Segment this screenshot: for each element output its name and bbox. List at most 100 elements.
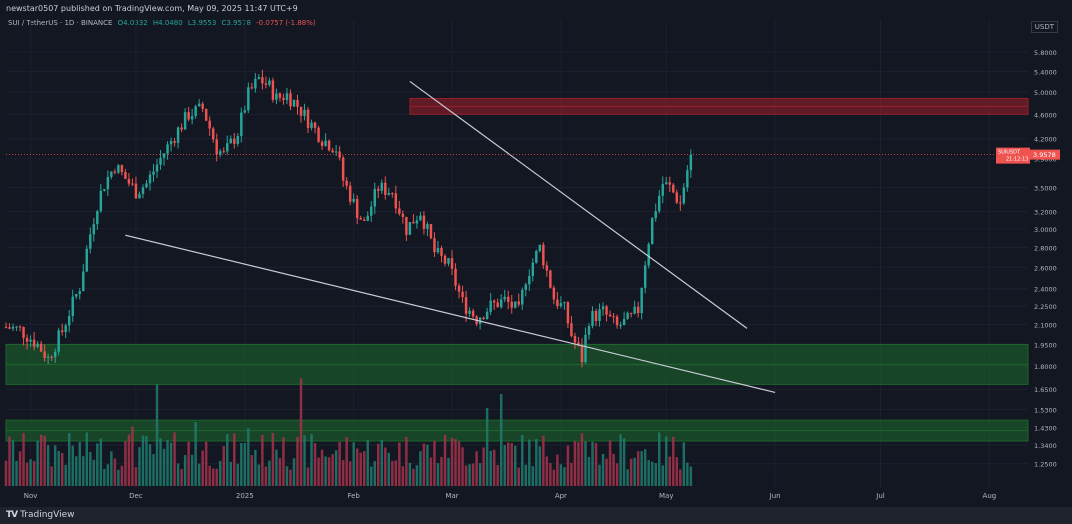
candle-body[interactable] bbox=[503, 296, 506, 300]
candle-body[interactable] bbox=[377, 188, 380, 191]
candle-body[interactable] bbox=[29, 339, 32, 342]
candle-body[interactable] bbox=[629, 312, 633, 314]
candle-body[interactable] bbox=[654, 211, 657, 219]
candle-body[interactable] bbox=[514, 301, 517, 308]
candle-body[interactable] bbox=[180, 127, 183, 130]
candle-body[interactable] bbox=[366, 215, 369, 221]
candle-body[interactable] bbox=[464, 297, 468, 314]
candle-body[interactable] bbox=[682, 187, 686, 204]
candle-body[interactable] bbox=[219, 151, 222, 155]
candle-body[interactable] bbox=[46, 356, 50, 358]
candle-body[interactable] bbox=[289, 93, 292, 107]
candle-body[interactable] bbox=[261, 77, 264, 84]
candle-body[interactable] bbox=[408, 222, 412, 235]
candle-body[interactable] bbox=[450, 258, 454, 269]
candle-body[interactable] bbox=[675, 192, 679, 203]
candle-body[interactable] bbox=[310, 122, 313, 129]
candle-body[interactable] bbox=[96, 211, 99, 225]
candle-body[interactable] bbox=[243, 110, 247, 113]
candle-body[interactable] bbox=[334, 151, 338, 153]
candle-body[interactable] bbox=[60, 330, 64, 332]
candle-body[interactable] bbox=[236, 136, 240, 144]
candle-body[interactable] bbox=[348, 185, 352, 202]
candle-body[interactable] bbox=[570, 323, 573, 337]
candle-body[interactable] bbox=[650, 218, 654, 245]
candle-body[interactable] bbox=[131, 183, 134, 185]
candle-body[interactable] bbox=[148, 174, 152, 184]
candle-body[interactable] bbox=[426, 224, 429, 229]
candle-body[interactable] bbox=[489, 300, 492, 312]
candle-body[interactable] bbox=[89, 234, 92, 249]
candle-body[interactable] bbox=[622, 318, 626, 326]
candle-body[interactable] bbox=[71, 296, 74, 317]
candle-body[interactable] bbox=[552, 287, 556, 300]
candle-body[interactable] bbox=[306, 109, 310, 129]
candle-body[interactable] bbox=[11, 326, 15, 329]
candle-body[interactable] bbox=[240, 112, 243, 137]
candle-body[interactable] bbox=[496, 302, 499, 308]
candle-body[interactable] bbox=[531, 262, 535, 277]
candle-body[interactable] bbox=[117, 165, 120, 173]
candle-body[interactable] bbox=[250, 87, 254, 89]
candle-body[interactable] bbox=[577, 342, 580, 346]
candle-body[interactable] bbox=[145, 183, 148, 188]
candle-body[interactable] bbox=[661, 184, 664, 196]
candle-body[interactable] bbox=[226, 143, 229, 152]
candle-body[interactable] bbox=[626, 312, 629, 319]
candle-body[interactable] bbox=[222, 151, 225, 153]
candle-body[interactable] bbox=[370, 206, 373, 216]
candle-body[interactable] bbox=[633, 306, 636, 314]
candle-body[interactable] bbox=[373, 188, 376, 207]
candle-body[interactable] bbox=[612, 316, 615, 318]
candle-body[interactable] bbox=[528, 276, 531, 285]
candle-body[interactable] bbox=[440, 248, 443, 256]
trendline[interactable] bbox=[125, 234, 776, 394]
candle-body[interactable] bbox=[510, 301, 513, 308]
candle-body[interactable] bbox=[563, 302, 566, 304]
candle-body[interactable] bbox=[4, 327, 8, 329]
candle-body[interactable] bbox=[169, 141, 173, 145]
candle-body[interactable] bbox=[447, 258, 450, 264]
candle-body[interactable] bbox=[594, 310, 598, 321]
candle-body[interactable] bbox=[468, 310, 471, 314]
candle-body[interactable] bbox=[233, 138, 236, 144]
candle-body[interactable] bbox=[99, 190, 103, 212]
candle-body[interactable] bbox=[324, 140, 327, 146]
candle-body[interactable] bbox=[549, 270, 552, 288]
candle-body[interactable] bbox=[672, 184, 675, 193]
candle-body[interactable] bbox=[636, 306, 640, 314]
candle-body[interactable] bbox=[82, 271, 85, 292]
candle-body[interactable] bbox=[215, 139, 218, 155]
candle-body[interactable] bbox=[679, 202, 682, 204]
candle-body[interactable] bbox=[313, 122, 317, 128]
candle-body[interactable] bbox=[461, 291, 464, 298]
candle-body[interactable] bbox=[134, 183, 138, 199]
candle-body[interactable] bbox=[433, 238, 436, 253]
candle-body[interactable] bbox=[197, 103, 201, 107]
candle-body[interactable] bbox=[43, 351, 46, 358]
candle-body[interactable] bbox=[524, 284, 528, 290]
candle-body[interactable] bbox=[647, 244, 650, 266]
candle-body[interactable] bbox=[15, 326, 18, 328]
candle-body[interactable] bbox=[412, 222, 415, 224]
candle-body[interactable] bbox=[141, 187, 145, 194]
candle-body[interactable] bbox=[601, 306, 605, 310]
candle-body[interactable] bbox=[53, 351, 57, 358]
candle-body[interactable] bbox=[78, 291, 81, 294]
candle-body[interactable] bbox=[127, 178, 131, 184]
candle-body[interactable] bbox=[103, 189, 106, 191]
candle-body[interactable] bbox=[229, 138, 232, 144]
candle-body[interactable] bbox=[176, 127, 180, 143]
candle-body[interactable] bbox=[67, 316, 71, 326]
candle-body[interactable] bbox=[471, 310, 475, 317]
candle-body[interactable] bbox=[113, 171, 117, 173]
candle-body[interactable] bbox=[257, 77, 261, 79]
candle-body[interactable] bbox=[303, 109, 306, 116]
candle-body[interactable] bbox=[359, 218, 362, 220]
candle-body[interactable] bbox=[194, 106, 197, 117]
candle-body[interactable] bbox=[545, 265, 549, 271]
candle-body[interactable] bbox=[190, 116, 194, 120]
candle-body[interactable] bbox=[580, 345, 584, 363]
candle-body[interactable] bbox=[92, 224, 96, 235]
candle-body[interactable] bbox=[415, 220, 419, 224]
